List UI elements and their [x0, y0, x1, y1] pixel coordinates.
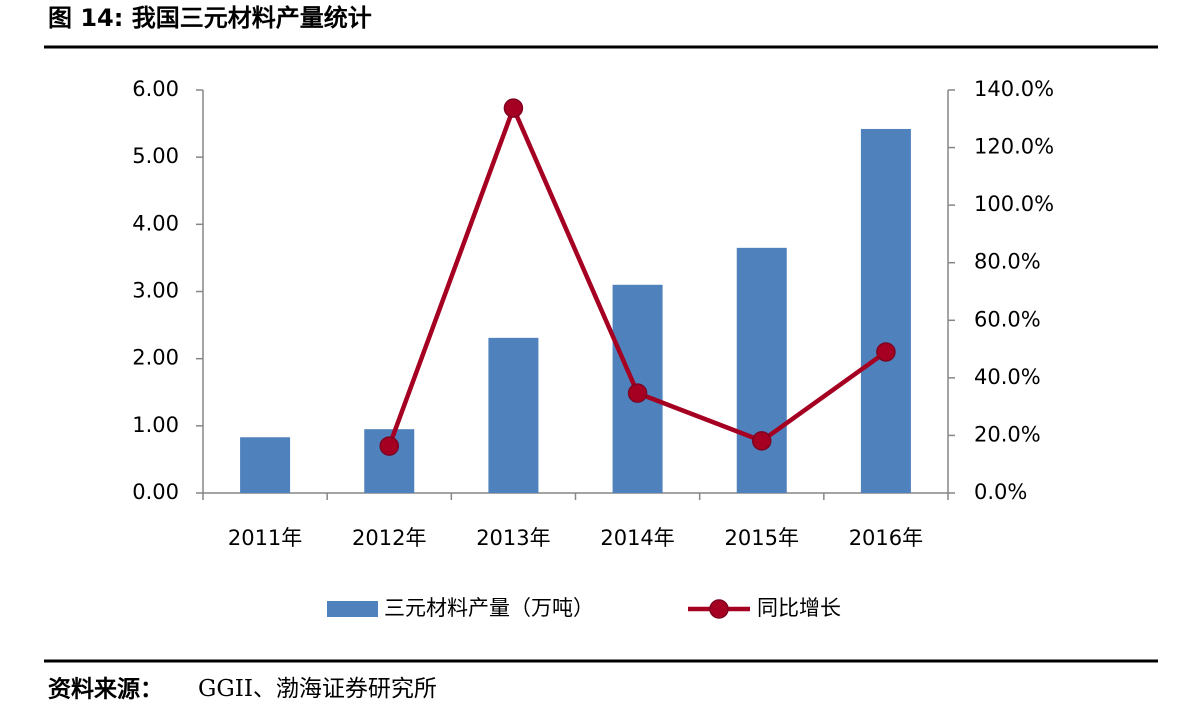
y2-tick-label: 120.0% [974, 135, 1054, 159]
source-text: GGII、渤海证券研究所 [198, 676, 437, 702]
legend-label: 三元材料产量（万吨） [384, 596, 594, 620]
point [503, 98, 524, 118]
y2-tick-label: 60.0% [974, 307, 1041, 331]
y-tick-label: 0.00 [132, 480, 179, 504]
chart-title: 图 14: 我国三元材料产量统计 [48, 4, 372, 32]
point [627, 383, 648, 403]
y2-tick-label: 100.0% [974, 192, 1054, 216]
source-label: 资料来源： [48, 677, 163, 703]
legend-swatch-marker [709, 599, 729, 619]
legend-swatch [327, 601, 378, 617]
y2-tick-label: 20.0% [974, 422, 1041, 446]
y2-tick-label: 140.0% [974, 77, 1054, 101]
y-tick-label: 4.00 [132, 211, 179, 235]
bar [860, 128, 911, 493]
x-tick-label: 2015年 [725, 526, 799, 550]
y-tick-label: 6.00 [132, 77, 179, 101]
bar [240, 437, 291, 493]
x-tick-label: 2014年 [600, 526, 674, 550]
point [876, 342, 896, 362]
y-tick-label: 5.00 [132, 144, 179, 168]
point [752, 431, 772, 451]
x-tick-label: 2012年 [352, 526, 426, 550]
point [379, 436, 399, 456]
y-tick-label: 1.00 [132, 413, 179, 437]
x-tick-label: 2013年 [476, 526, 550, 550]
legend-label: 同比增长 [757, 596, 841, 620]
y-tick-label: 3.00 [132, 279, 179, 303]
x-tick-label: 2016年 [849, 526, 923, 550]
bar [736, 247, 787, 493]
bar [488, 337, 539, 493]
y2-tick-label: 40.0% [974, 365, 1041, 389]
y2-tick-label: 0.0% [974, 480, 1027, 504]
y-tick-label: 2.00 [132, 346, 179, 370]
y2-tick-label: 80.0% [974, 250, 1041, 274]
x-tick-label: 2011年 [228, 526, 302, 550]
